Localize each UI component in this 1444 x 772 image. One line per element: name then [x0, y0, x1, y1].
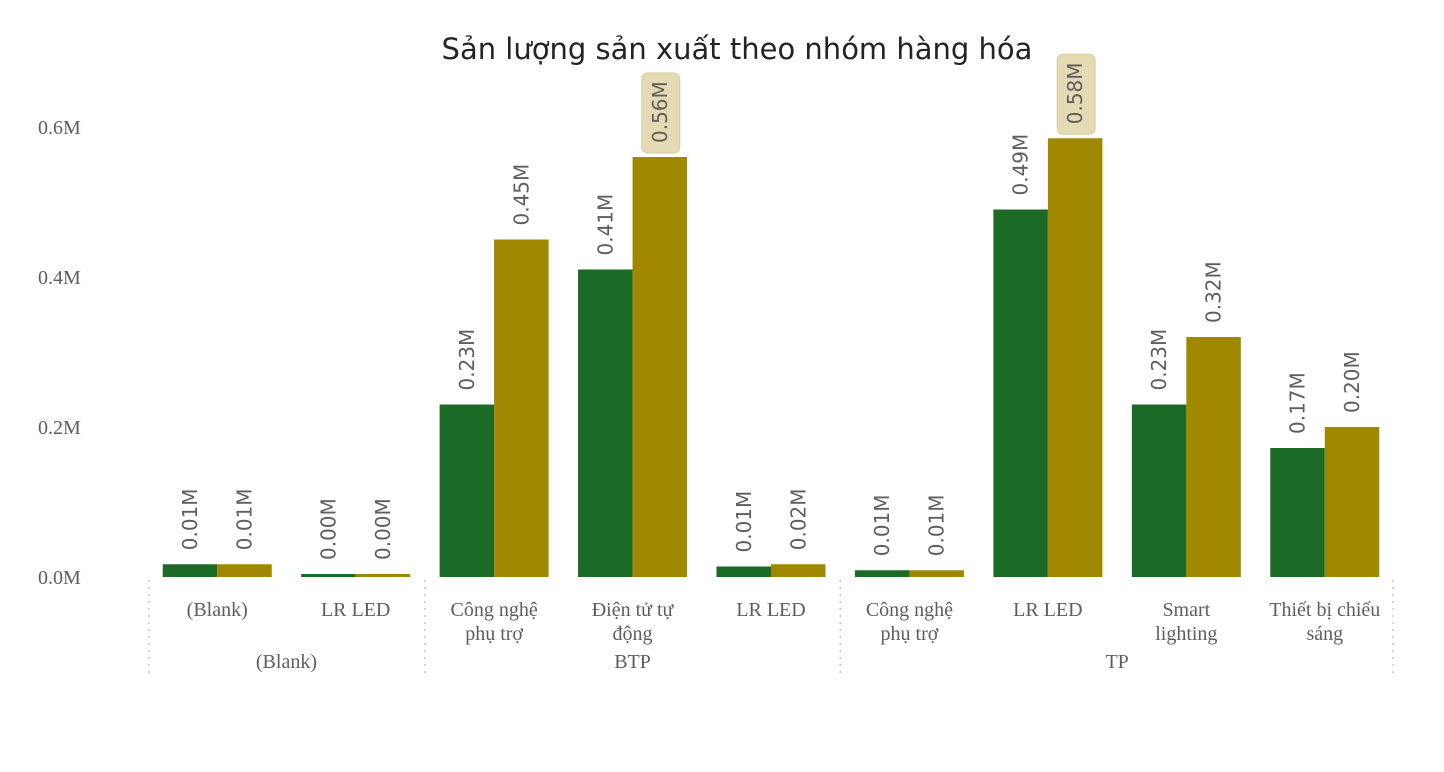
x-category-label: Công nghệ phụ trợ [451, 599, 538, 645]
data-label: 0.20M [1340, 351, 1364, 413]
data-label: 0.01M [178, 488, 202, 550]
x-category-line: Công nghệ [866, 599, 953, 621]
x-category-line: LR LED [321, 599, 390, 621]
bar [162, 564, 218, 577]
data-label: 0.41M [593, 194, 617, 256]
bar [993, 209, 1048, 577]
x-group-label: BTP [614, 651, 651, 673]
bar [578, 269, 633, 577]
x-category-label: LR LED [321, 599, 390, 621]
data-label: 0.23M [1147, 329, 1171, 391]
bar [439, 404, 495, 577]
x-category-label: (Blank) [187, 599, 248, 621]
data-label: 0.45M [509, 164, 533, 226]
x-category-line: LR LED [1013, 599, 1082, 621]
chart-title: Sản lượng sản xuất theo nhóm hàng hóa [441, 32, 1033, 66]
data-label: 0.49M [1009, 134, 1033, 196]
data-label: 0.32M [1202, 261, 1226, 323]
bar [1047, 138, 1103, 577]
bar [1270, 448, 1325, 577]
x-category-line: (Blank) [187, 599, 248, 621]
x-category-line: Thiết bị chiếu [1269, 599, 1380, 621]
y-tick-label: 0.4M [38, 267, 81, 289]
x-category-line: Công nghệ [451, 599, 538, 621]
data-label: 0.00M [316, 498, 340, 560]
data-label: 0.01M [732, 491, 756, 553]
x-category-line: lighting [1155, 623, 1217, 645]
y-axis: 0.0M 0.2M 0.4M 0.6M [38, 117, 81, 589]
data-labels: 0.01M 0.01M 0.00M 0.00M 0.23M 0.45M 0.41M 0.56M… [178, 53, 1364, 560]
x-category-label: Điện tử tự động [592, 599, 675, 645]
x-category-line: Smart [1162, 599, 1210, 621]
bar [771, 564, 826, 577]
data-label: 0.58M [1063, 62, 1087, 124]
data-label: 0.02M [786, 488, 810, 550]
bars [162, 138, 1380, 577]
y-tick-label: 0.2M [38, 417, 81, 439]
x-category-label: Thiết bị chiếu sáng [1269, 599, 1380, 645]
bar [909, 570, 964, 577]
data-label: 0.17M [1286, 372, 1310, 434]
bar [301, 574, 356, 577]
data-label: 0.23M [455, 329, 479, 391]
x-category-line: động [613, 623, 653, 645]
y-tick-label: 0.0M [38, 567, 81, 589]
x-category-label: LR LED [1013, 599, 1082, 621]
x-category-line: sáng [1306, 623, 1343, 645]
data-label-highlight [1056, 53, 1096, 135]
x-category-line: phụ trợ [465, 623, 523, 645]
x-category-line: LR LED [736, 599, 805, 621]
data-label: 0.01M [925, 494, 949, 556]
x-category-label: LR LED [736, 599, 805, 621]
bar [1324, 427, 1380, 577]
data-label: 0.56M [648, 81, 672, 143]
y-tick-label: 0.6M [38, 117, 81, 139]
data-label-highlight [641, 72, 681, 154]
bar [494, 239, 549, 577]
x-category-label: Smart lighting [1155, 599, 1217, 645]
bar [854, 570, 910, 577]
x-group-label: TP [1105, 651, 1128, 673]
data-label: 0.00M [371, 498, 395, 560]
x-group-label: (Blank) [256, 651, 317, 673]
x-category-label: Công nghệ phụ trợ [866, 599, 953, 645]
data-label: 0.01M [232, 488, 256, 550]
bar [1131, 404, 1187, 577]
bar [632, 157, 688, 577]
bar [217, 564, 272, 577]
data-label: 0.01M [870, 494, 894, 556]
bar [716, 566, 771, 577]
bar [1186, 337, 1241, 577]
x-category-line: phụ trợ [881, 623, 939, 645]
x-category-line: Điện tử tự [592, 599, 675, 621]
bar [355, 574, 411, 577]
